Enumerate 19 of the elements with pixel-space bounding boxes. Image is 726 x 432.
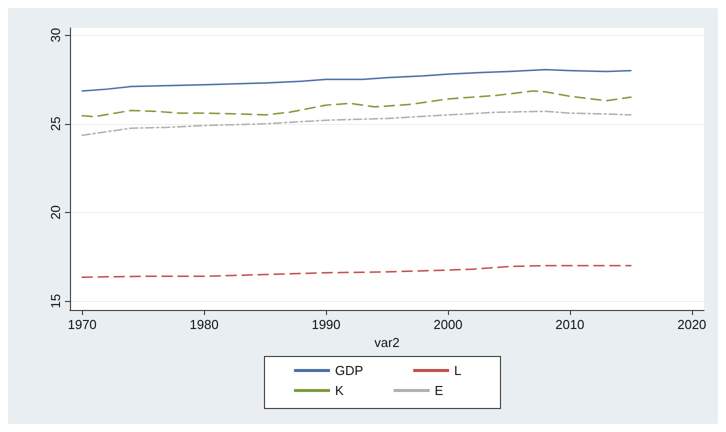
line-series bbox=[81, 68, 632, 92]
legend-label: E bbox=[434, 383, 444, 398]
y-tick-label: 30 bbox=[48, 28, 63, 42]
y-tick-label: 15 bbox=[48, 294, 63, 308]
y-tick-label: 25 bbox=[48, 116, 63, 132]
line-series bbox=[81, 264, 632, 278]
line-series bbox=[81, 90, 632, 118]
y-tick-label: 20 bbox=[48, 205, 63, 220]
legend-label: GDP bbox=[335, 363, 364, 378]
x-tick-label: 2000 bbox=[434, 317, 462, 332]
x-tick-label: 2020 bbox=[677, 317, 706, 332]
x-tick-label: 1980 bbox=[190, 317, 219, 332]
x-tick-label: 1970 bbox=[68, 317, 97, 332]
line-series bbox=[81, 110, 632, 136]
x-tick-label: 1990 bbox=[312, 317, 340, 332]
x-tick-label: 2010 bbox=[555, 317, 584, 332]
legend-label: L bbox=[454, 363, 462, 378]
legend-label: K bbox=[335, 383, 344, 398]
x-axis-title: var2 bbox=[374, 334, 400, 350]
